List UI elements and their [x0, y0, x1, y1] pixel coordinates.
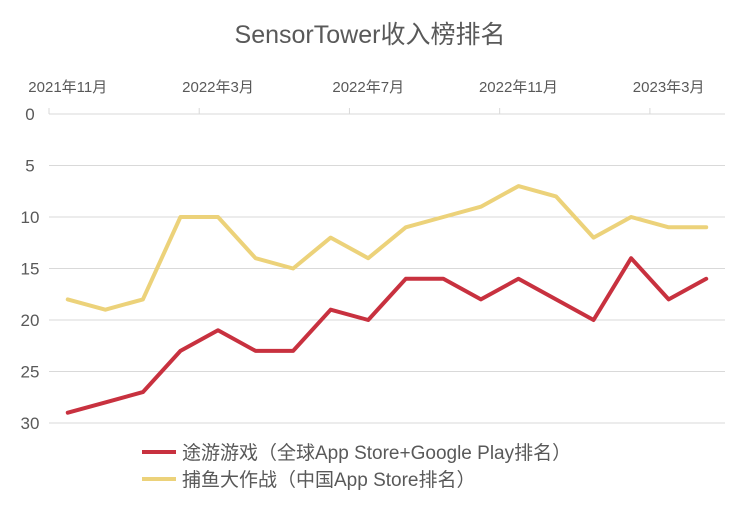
y-tick-label: 25: [21, 363, 40, 382]
y-tick-label: 0: [25, 105, 34, 124]
legend-label: 途游游戏（全球App Store+Google Play排名）: [182, 442, 571, 464]
y-tick-label: 30: [21, 414, 40, 433]
y-tick-label: 15: [21, 260, 40, 279]
x-tick-label: 2022年7月: [332, 79, 404, 96]
series-line: [68, 258, 706, 413]
chart-title: SensorTower收入榜排名: [235, 21, 506, 49]
x-tick-label: 2023年3月: [633, 79, 705, 96]
y-tick-label: 10: [21, 208, 40, 227]
x-tick-label: 2022年3月: [182, 79, 254, 96]
y-tick-label: 5: [25, 157, 34, 176]
x-tick-label: 2021年11月: [28, 79, 107, 96]
x-tick-label: 2022年11月: [479, 79, 558, 96]
y-tick-label: 20: [21, 311, 40, 330]
legend-label: 捕鱼大作战（中国App Store排名）: [182, 469, 476, 491]
